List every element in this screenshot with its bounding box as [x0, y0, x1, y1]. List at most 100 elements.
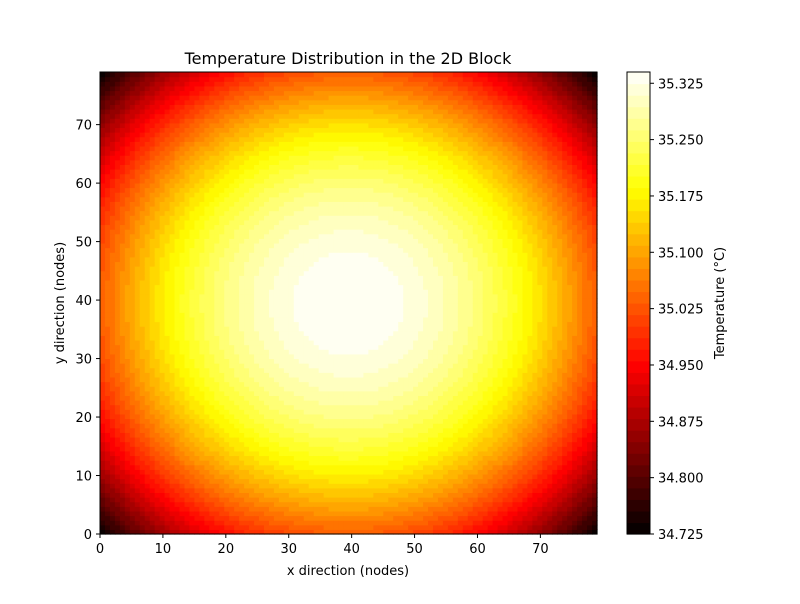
contour-cell	[239, 473, 245, 480]
contour-cell	[184, 423, 191, 429]
contour-cell	[214, 169, 220, 175]
contour-cell	[333, 400, 340, 406]
contour-cell	[264, 164, 270, 170]
contour-cell	[224, 501, 230, 507]
contour-cell	[323, 339, 330, 346]
contour-cell	[119, 173, 126, 179]
contour-cell	[293, 492, 300, 498]
contour-cell	[119, 293, 126, 299]
contour-cell	[264, 473, 270, 480]
contour-cell	[179, 326, 186, 332]
contour-cell	[154, 108, 161, 115]
contour-cell	[184, 330, 191, 336]
contour-cell	[119, 201, 126, 207]
contour-cell	[303, 520, 310, 526]
contour-cell	[189, 307, 196, 313]
contour-cell	[298, 487, 305, 494]
contour-cell	[313, 381, 320, 387]
contour-cell	[124, 349, 131, 355]
contour-cell	[259, 242, 265, 249]
contour-cell	[169, 224, 176, 230]
contour-cell	[189, 242, 196, 249]
contour-cell	[308, 205, 315, 212]
contour-cell	[124, 247, 131, 253]
contour-cell	[278, 145, 285, 152]
contour-cell	[154, 390, 161, 396]
contour-cell	[323, 81, 330, 87]
contour-cell	[318, 353, 325, 360]
contour-cell	[288, 469, 295, 475]
contour-cell	[283, 455, 290, 461]
contour-cell	[308, 469, 315, 475]
contour-cell	[114, 85, 121, 92]
contour-cell	[318, 242, 325, 249]
contour-cell	[134, 386, 141, 392]
contour-cell	[144, 76, 151, 82]
contour-cell	[159, 464, 166, 470]
contour-cell	[343, 132, 350, 138]
contour-cell	[119, 413, 126, 420]
contour-cell	[219, 178, 225, 184]
contour-cell	[164, 122, 171, 129]
contour-cell	[288, 293, 295, 299]
contour-cell	[204, 464, 210, 470]
contour-cell	[303, 395, 310, 401]
contour-cell	[214, 510, 220, 517]
contour-cell	[104, 432, 111, 438]
contour-cell	[264, 492, 270, 498]
contour-cell	[268, 150, 275, 156]
contour-cell	[293, 441, 300, 447]
contour-cell	[278, 205, 285, 212]
contour-cell	[104, 381, 111, 387]
contour-cell	[219, 404, 225, 410]
contour-cell	[224, 293, 230, 299]
contour-cell	[264, 275, 270, 281]
contour-cell	[219, 446, 225, 452]
contour-cell	[179, 316, 186, 323]
contour-cell	[288, 446, 295, 452]
contour-cell	[184, 413, 191, 420]
contour-cell	[129, 279, 136, 286]
contour-cell	[244, 464, 250, 470]
contour-cell	[283, 215, 290, 221]
contour-cell	[104, 497, 111, 503]
contour-cell	[283, 256, 290, 263]
contour-cell	[119, 321, 126, 327]
contour-cell	[184, 192, 191, 198]
contour-cell	[328, 344, 335, 350]
contour-cell	[209, 404, 215, 410]
contour-cell	[288, 390, 295, 396]
contour-cell	[100, 104, 106, 110]
contour-cell	[298, 381, 305, 387]
contour-cell	[234, 386, 240, 392]
contour-cell	[264, 339, 270, 346]
contour-cell	[169, 303, 176, 309]
contour-cell	[209, 132, 215, 138]
contour-cell	[159, 76, 166, 82]
contour-cell	[323, 307, 330, 313]
contour-cell	[338, 289, 345, 295]
contour-cell	[328, 72, 335, 78]
contour-cell	[338, 72, 345, 78]
contour-cell	[139, 173, 146, 179]
contour-cell	[199, 150, 205, 156]
contour-cell	[268, 182, 275, 189]
contour-cell	[273, 127, 280, 133]
contour-cell	[119, 127, 126, 133]
contour-cell	[129, 460, 136, 466]
contour-cell	[144, 210, 151, 216]
contour-cell	[204, 76, 210, 82]
contour-cell	[169, 127, 176, 133]
contour-cell	[254, 196, 260, 202]
contour-cell	[249, 339, 255, 346]
contour-cell	[298, 113, 305, 119]
contour-cell	[169, 446, 176, 452]
contour-cell	[139, 515, 146, 521]
contour-cell	[204, 252, 210, 258]
contour-cell	[169, 363, 176, 369]
contour-cell	[159, 90, 166, 96]
contour-cell	[303, 473, 310, 480]
contour-cell	[264, 72, 270, 78]
contour-cell	[323, 182, 330, 189]
contour-cell	[154, 279, 161, 286]
